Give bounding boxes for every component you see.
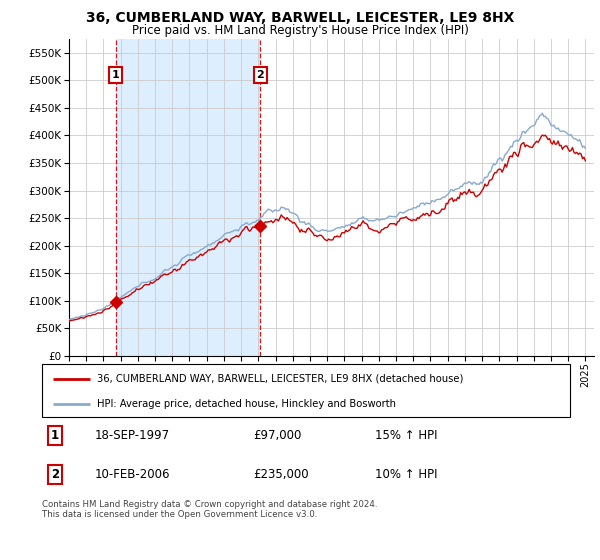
Text: 36, CUMBERLAND WAY, BARWELL, LEICESTER, LE9 8HX: 36, CUMBERLAND WAY, BARWELL, LEICESTER, …: [86, 11, 514, 25]
Text: 10-FEB-2006: 10-FEB-2006: [95, 468, 170, 481]
Text: 1: 1: [112, 70, 119, 80]
Text: 1: 1: [51, 428, 59, 442]
Text: £97,000: £97,000: [253, 428, 302, 442]
Bar: [116, 39, 260, 356]
Text: Contains HM Land Registry data © Crown copyright and database right 2024.
This d: Contains HM Land Registry data © Crown c…: [42, 500, 377, 519]
Text: 2: 2: [51, 468, 59, 481]
Text: 10% ↑ HPI: 10% ↑ HPI: [374, 468, 437, 481]
Text: 36, CUMBERLAND WAY, BARWELL, LEICESTER, LE9 8HX (detached house): 36, CUMBERLAND WAY, BARWELL, LEICESTER, …: [97, 374, 464, 384]
FancyBboxPatch shape: [42, 364, 570, 417]
Text: £235,000: £235,000: [253, 468, 309, 481]
Text: 18-SEP-1997: 18-SEP-1997: [95, 428, 170, 442]
Text: Price paid vs. HM Land Registry's House Price Index (HPI): Price paid vs. HM Land Registry's House …: [131, 24, 469, 37]
Text: 15% ↑ HPI: 15% ↑ HPI: [374, 428, 437, 442]
Text: HPI: Average price, detached house, Hinckley and Bosworth: HPI: Average price, detached house, Hinc…: [97, 399, 397, 409]
Text: 2: 2: [256, 70, 264, 80]
